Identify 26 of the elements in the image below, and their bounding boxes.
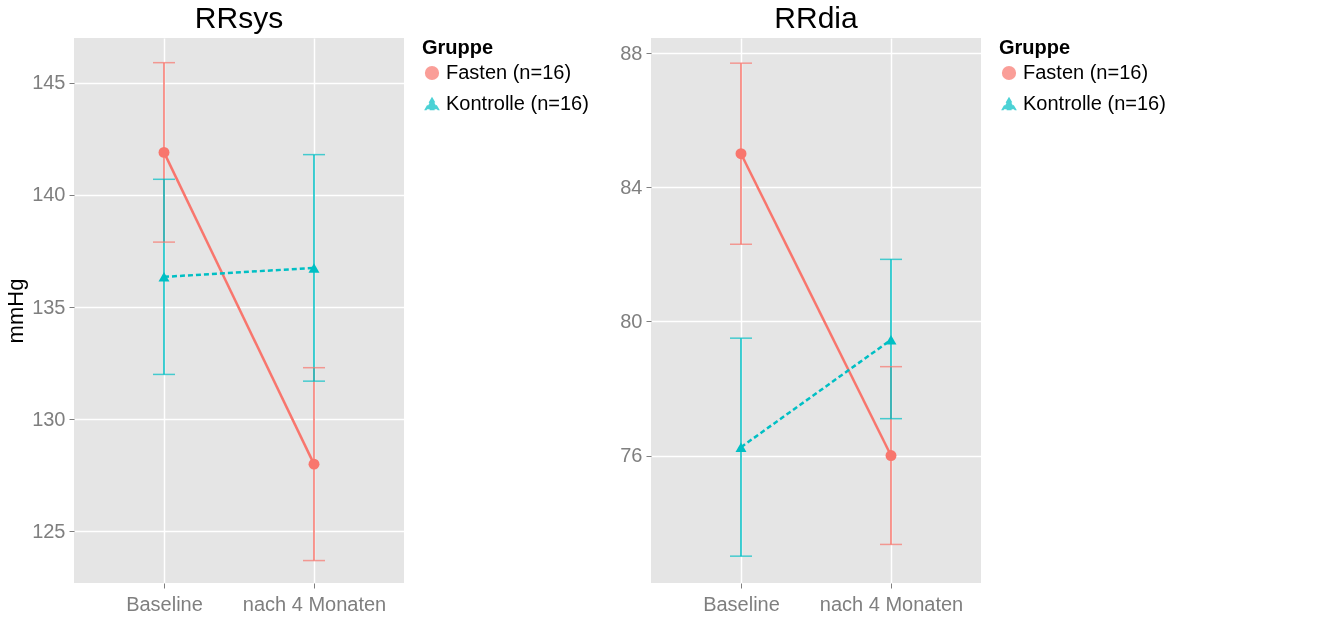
x-tick-label: Baseline [126, 592, 203, 615]
chart-title: RRsys [194, 1, 284, 34]
legend-label: Kontrolle (n=16) [446, 92, 589, 114]
y-tick-label: 130 [32, 407, 66, 430]
y-tick-label: 140 [32, 183, 66, 206]
chart-title: RRdia [774, 1, 858, 34]
y-tick-label: 145 [32, 71, 66, 94]
y-axis-title: mmHg [3, 278, 29, 344]
y-tick-label: 76 [620, 444, 643, 467]
y-tick-label: 135 [32, 295, 66, 318]
point [158, 146, 170, 158]
x-tick-label: nach 4 Monaten [242, 592, 387, 615]
x-tick-label: nach 4 Monaten [819, 592, 964, 615]
point [308, 458, 320, 470]
y-tick-label: 125 [32, 519, 66, 542]
y-tick-label: 88 [620, 41, 643, 64]
point [735, 148, 747, 160]
legend-title: Gruppe [999, 36, 1071, 58]
y-tick-label: 80 [620, 309, 643, 332]
point [885, 450, 897, 462]
y-tick-label: 84 [620, 175, 643, 198]
legend-label: Fasten (n=16) [446, 61, 572, 83]
x-tick-label: Baseline [703, 592, 780, 615]
legend-label: Fasten (n=16) [1023, 61, 1149, 83]
legend-label: Kontrolle (n=16) [1023, 92, 1166, 114]
legend-title: Gruppe [422, 36, 494, 58]
